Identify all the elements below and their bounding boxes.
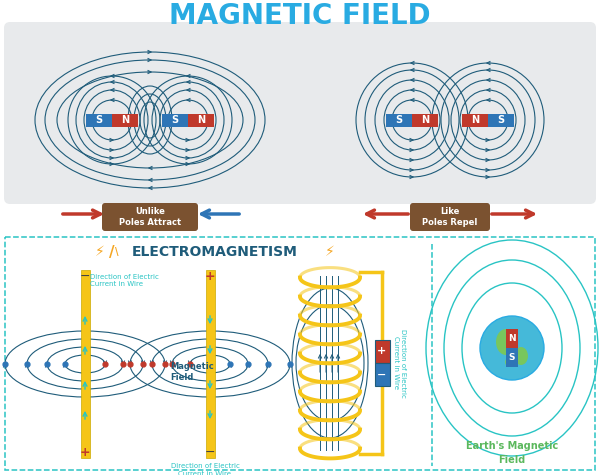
Text: S: S (509, 353, 515, 362)
Text: N: N (508, 334, 516, 343)
Ellipse shape (505, 357, 515, 367)
Text: ELECTROMAGNETISM: ELECTROMAGNETISM (132, 245, 298, 259)
Text: S: S (172, 115, 179, 125)
Bar (112, 114, 138, 126)
Text: N: N (471, 115, 479, 125)
Bar (374, 340, 389, 363)
Text: MAGNETIC FIELD: MAGNETIC FIELD (169, 2, 431, 30)
Text: /: / (109, 245, 115, 259)
Bar (462, 114, 488, 126)
Bar (5, 237, 595, 470)
Text: N: N (121, 115, 129, 125)
Bar (506, 329, 518, 348)
Bar (205, 270, 215, 458)
FancyBboxPatch shape (4, 22, 596, 204)
Bar (86, 114, 112, 126)
Text: ⚡: ⚡ (325, 245, 335, 259)
Text: +: + (80, 446, 91, 458)
Text: Magnetic
Field: Magnetic Field (170, 362, 214, 382)
Bar (506, 348, 518, 367)
Ellipse shape (514, 347, 528, 365)
Text: ⚡: ⚡ (95, 245, 105, 259)
Bar (374, 363, 389, 386)
Ellipse shape (496, 329, 516, 355)
Text: N: N (421, 115, 429, 125)
Bar (188, 114, 214, 126)
Text: +: + (205, 269, 215, 283)
Text: −: − (80, 269, 90, 283)
Text: +: + (377, 346, 386, 357)
Text: −: − (205, 446, 215, 458)
Text: S: S (395, 115, 403, 125)
Text: N: N (197, 115, 205, 125)
Text: S: S (95, 115, 103, 125)
Text: Unlike
Poles Attract: Unlike Poles Attract (119, 207, 181, 227)
Text: S: S (497, 115, 505, 125)
Bar (80, 270, 89, 458)
Text: Direction of Electric
Current in Wire: Direction of Electric Current in Wire (90, 274, 159, 287)
Text: Direction of Electric
Current in Wire: Direction of Electric Current in Wire (393, 329, 406, 398)
FancyBboxPatch shape (102, 203, 198, 231)
Text: Like
Poles Repel: Like Poles Repel (422, 207, 478, 227)
FancyBboxPatch shape (410, 203, 490, 231)
Bar (412, 114, 438, 126)
Text: Earth's Magnetic
Field: Earth's Magnetic Field (466, 441, 558, 465)
Bar (488, 114, 514, 126)
Bar (162, 114, 188, 126)
Text: \: \ (115, 247, 119, 257)
Bar (386, 114, 412, 126)
Circle shape (480, 316, 544, 380)
Text: −: − (377, 370, 386, 380)
Text: Direction of Electric
Current in Wire: Direction of Electric Current in Wire (170, 463, 239, 475)
